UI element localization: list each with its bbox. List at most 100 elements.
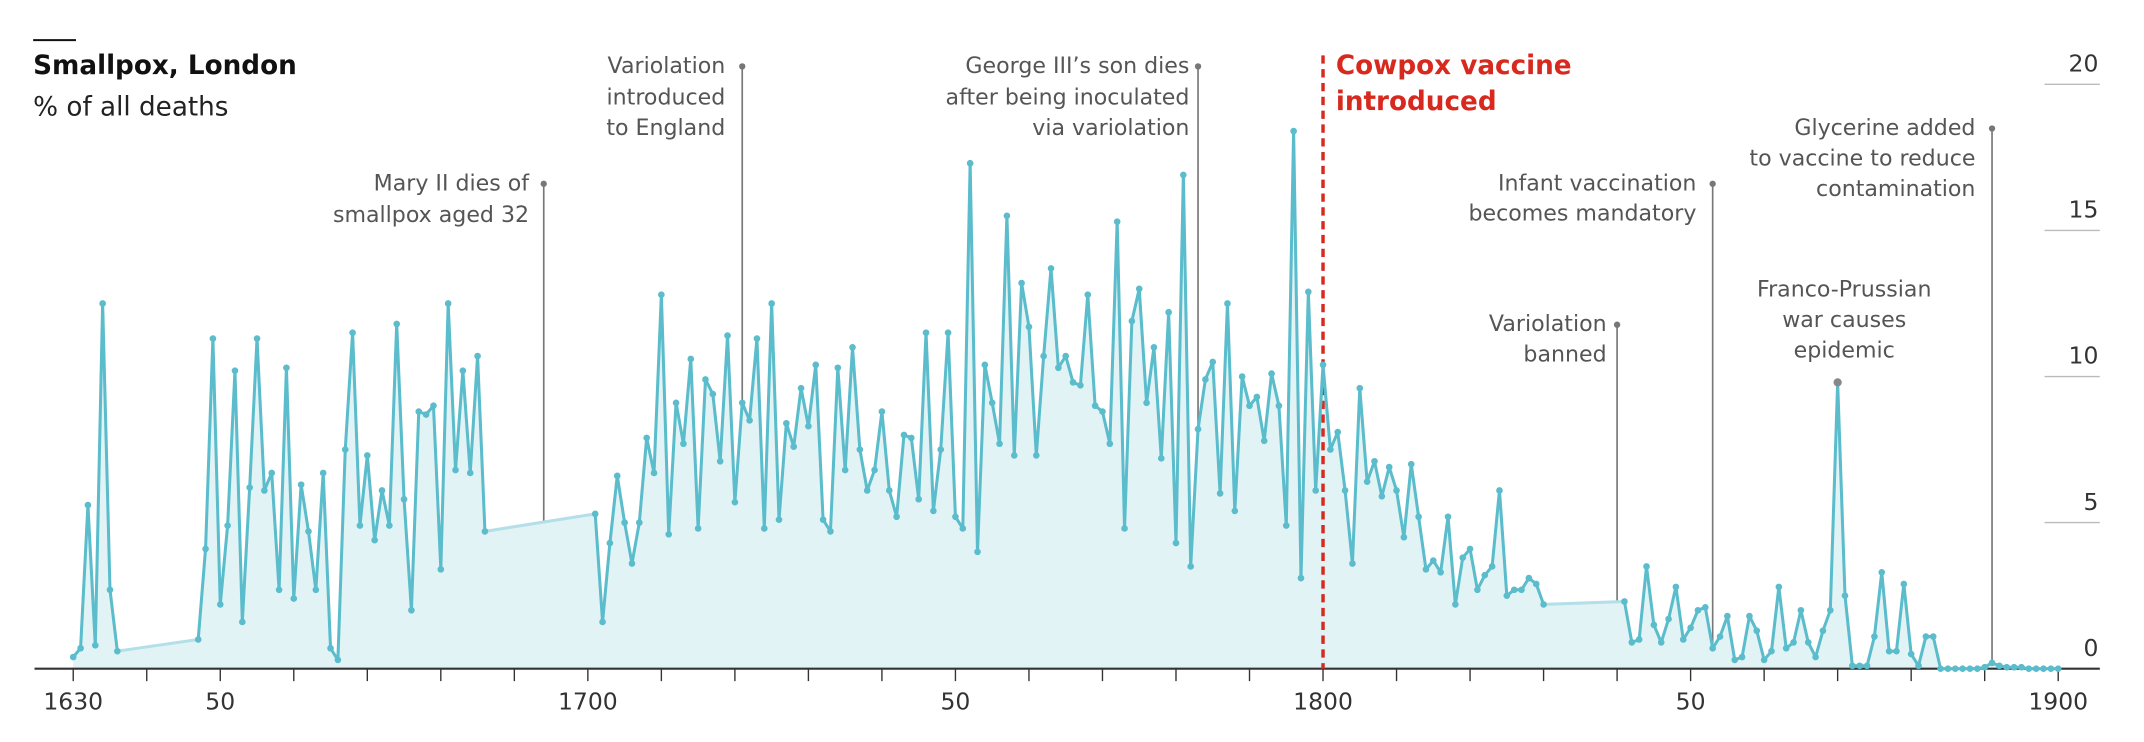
line [72, 301, 119, 658]
point [1959, 665, 1966, 673]
y-tick-label: 20 [2069, 50, 2099, 78]
point [591, 510, 599, 518]
point [481, 528, 489, 535]
y-tick-label: 15 [2069, 196, 2099, 224]
point [84, 501, 92, 509]
point [386, 522, 393, 529]
gap-bridge [117, 637, 199, 653]
point [1981, 663, 1988, 671]
point [400, 495, 408, 503]
point [775, 516, 783, 524]
point [1025, 323, 1033, 331]
point [1724, 612, 1731, 620]
point [319, 469, 327, 477]
point [1415, 513, 1422, 521]
point [1216, 490, 1224, 497]
point [1444, 513, 1452, 521]
point [1268, 370, 1275, 377]
point [1540, 601, 1547, 608]
point [437, 566, 445, 573]
point [805, 422, 812, 430]
point [974, 548, 981, 556]
x-tick-label: 1630 [43, 688, 103, 716]
point [1496, 487, 1503, 494]
point [393, 320, 401, 328]
annotation-text: contamination [1816, 176, 1975, 202]
x-tick-label: 50 [941, 688, 971, 716]
point [2018, 663, 2025, 671]
annotation-text: Infant vaccination [1498, 170, 1696, 196]
point [900, 431, 908, 439]
point [613, 472, 621, 480]
point [1040, 352, 1047, 360]
point [422, 411, 430, 418]
point [1702, 604, 1709, 611]
point [893, 513, 900, 521]
point [922, 329, 930, 337]
point [283, 364, 290, 372]
point [1106, 440, 1114, 448]
point [1452, 601, 1459, 608]
point [1209, 358, 1217, 366]
point [981, 361, 989, 369]
point [415, 408, 423, 415]
point [687, 355, 695, 363]
point [430, 402, 437, 410]
point [91, 642, 99, 649]
point [1951, 665, 1959, 673]
point [746, 417, 753, 424]
point [1474, 586, 1481, 594]
point [658, 291, 665, 299]
point [797, 384, 805, 392]
point [1694, 606, 1702, 614]
point [915, 495, 922, 503]
point [2047, 665, 2055, 673]
point [1753, 627, 1761, 635]
annotation-dot [1709, 180, 1716, 187]
point [1055, 364, 1062, 372]
point [341, 446, 349, 453]
point [1393, 487, 1400, 494]
point [1996, 662, 2003, 670]
point [202, 545, 209, 553]
point [1297, 574, 1305, 582]
point [1143, 399, 1150, 407]
point [1665, 615, 1672, 623]
point [738, 399, 746, 407]
point [1305, 288, 1312, 296]
line [196, 301, 487, 662]
point [1790, 639, 1797, 646]
point [1282, 522, 1290, 529]
point [1826, 606, 1834, 614]
y-tick-label: 0 [2083, 634, 2098, 662]
point [1363, 478, 1371, 486]
x-tick-label: 1700 [558, 688, 618, 716]
y-tick-label: 5 [2083, 488, 2098, 516]
point [297, 481, 305, 488]
point [1657, 639, 1665, 646]
x-tick-label: 50 [1676, 688, 1706, 716]
annotation-dot [540, 180, 547, 187]
point [363, 452, 371, 459]
point [1202, 376, 1209, 383]
point [1356, 384, 1364, 392]
point [716, 457, 724, 465]
point [665, 530, 673, 538]
point [952, 513, 959, 521]
annotation-text: becomes mandatory [1469, 201, 1697, 227]
point [1856, 662, 1864, 670]
point [1871, 633, 1878, 640]
point [2054, 665, 2062, 673]
annotation-text: after being inoculated [946, 85, 1190, 111]
point [1988, 659, 1996, 667]
annotation-dot [1194, 63, 1202, 70]
point [305, 528, 312, 535]
annotation-text: to England [606, 115, 725, 141]
point [1091, 402, 1099, 410]
point [1422, 566, 1430, 573]
point [966, 159, 974, 167]
point [261, 487, 268, 494]
point [349, 329, 356, 337]
annotation-text: Variolation [608, 53, 726, 79]
